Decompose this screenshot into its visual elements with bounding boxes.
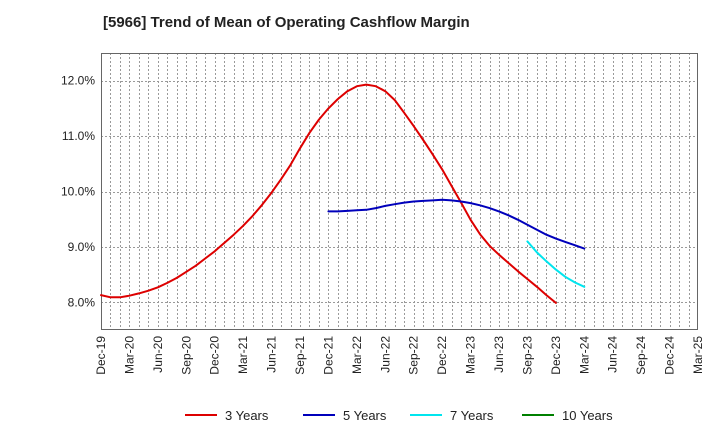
x-tick-label: Mar-22 xyxy=(350,336,364,374)
series-line xyxy=(327,198,586,250)
y-tick-label: 12.0% xyxy=(61,74,95,88)
x-tick-label: Sep-24 xyxy=(634,336,648,375)
y-tick-label: 8.0% xyxy=(68,295,96,309)
x-tick-label: Dec-20 xyxy=(208,336,222,375)
x-tick-label: Dec-23 xyxy=(549,336,563,375)
legend-label: 10 Years xyxy=(562,408,613,423)
x-tick-label: Dec-21 xyxy=(321,336,335,375)
x-tick-label: Jun-23 xyxy=(492,336,506,373)
x-tick-label: Sep-21 xyxy=(293,336,307,375)
x-tick-label: Sep-22 xyxy=(407,336,421,375)
x-tick-label: Mar-21 xyxy=(236,336,250,374)
horizontal-grid xyxy=(101,81,698,303)
x-tick-label: Jun-21 xyxy=(265,336,279,373)
y-tick-label: 10.0% xyxy=(61,185,95,199)
series-line xyxy=(526,240,586,288)
legend-label: 7 Years xyxy=(450,408,494,423)
x-tick-label: Jun-22 xyxy=(378,336,392,373)
x-tick-label: Jun-20 xyxy=(151,336,165,373)
x-tick-label: Mar-20 xyxy=(122,336,136,374)
plot-border xyxy=(101,53,698,330)
x-tick-label: Sep-23 xyxy=(520,336,534,375)
x-tick-label: Mar-23 xyxy=(464,336,478,374)
legend-label: 5 Years xyxy=(343,408,387,423)
x-tick-label: Jun-24 xyxy=(606,336,620,373)
x-tick-label: Mar-25 xyxy=(691,336,705,374)
chart-title: [5966] Trend of Mean of Operating Cashfl… xyxy=(103,14,470,31)
y-tick-label: 9.0% xyxy=(68,240,96,254)
x-tick-label: Dec-22 xyxy=(435,336,449,375)
y-tick-label: 11.0% xyxy=(62,129,95,143)
legend-label: 3 Years xyxy=(225,408,269,423)
x-tick-label: Dec-19 xyxy=(94,336,108,375)
x-tick-label: Sep-20 xyxy=(179,336,193,375)
x-tick-label: Dec-24 xyxy=(663,336,677,375)
series-line xyxy=(100,83,557,304)
x-tick-label: Mar-24 xyxy=(577,336,591,374)
plot-area xyxy=(101,53,698,330)
